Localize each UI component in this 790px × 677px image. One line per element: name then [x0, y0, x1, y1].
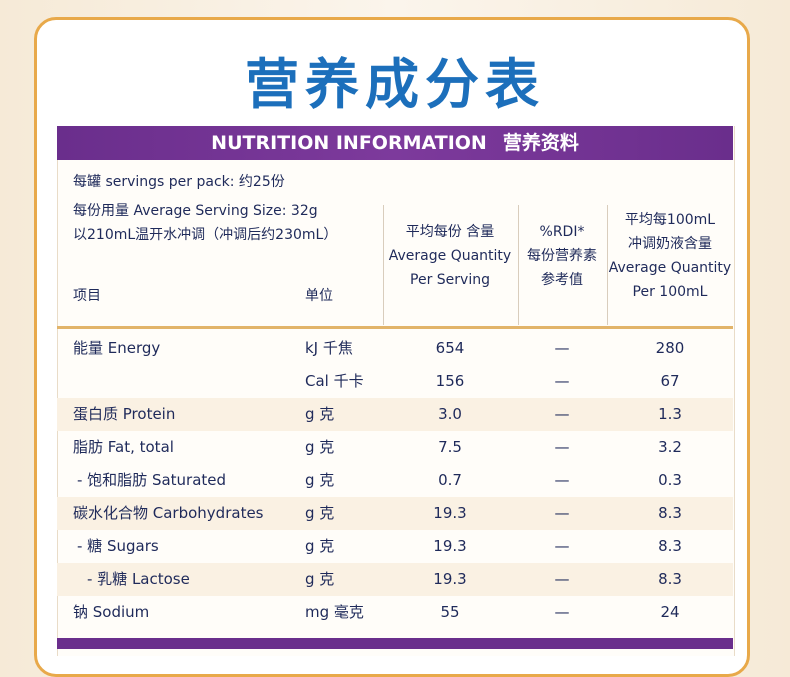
cell: - 乳糖 Lactose: [87, 570, 190, 588]
header-line: 单位: [305, 288, 333, 304]
cell: —: [554, 339, 570, 357]
cell: —: [554, 570, 570, 588]
header-line: Average Quantity: [608, 260, 732, 276]
column-header: 项目: [73, 284, 101, 308]
divider: [57, 326, 733, 329]
header-line: Per 100mL: [632, 284, 708, 300]
info-line: 每份用量 Average Serving Size: 32g: [73, 203, 318, 219]
cell: kJ 千焦: [305, 339, 353, 357]
cell: 钠 Sodium: [73, 603, 150, 621]
cell: —: [554, 537, 570, 555]
header-line: 平均每份 含量: [405, 224, 495, 240]
column-header: %RDI* 每份营养素参考值: [492, 220, 632, 292]
cell: Cal 千卡: [305, 372, 364, 390]
cell: 19.3: [433, 570, 467, 588]
column-line: [607, 205, 608, 325]
cell: - 糖 Sugars: [77, 537, 159, 555]
row-shade: [57, 497, 733, 530]
cell: 7.5: [438, 438, 462, 456]
header-line: 项目: [73, 288, 101, 304]
cell: 0.7: [438, 471, 462, 489]
cell: 8.3: [658, 570, 682, 588]
column-line: [383, 205, 384, 325]
column-line: [518, 205, 519, 325]
cell: —: [554, 405, 570, 423]
cell: —: [554, 471, 570, 489]
header-line: 参考值: [541, 272, 583, 288]
header-line: Average Quantity: [388, 248, 512, 264]
cell: 蛋白质 Protein: [73, 405, 176, 423]
cell: 8.3: [658, 504, 682, 522]
cell: —: [554, 372, 570, 390]
column-header: 单位: [305, 284, 333, 308]
cell: 3.2: [658, 438, 682, 456]
bottom-bar: [57, 638, 733, 649]
header-line: %RDI*: [539, 224, 585, 240]
info-line: 每罐 servings per pack: 约25份: [73, 174, 285, 190]
header-line: 冲调奶液含量: [628, 236, 712, 252]
cell: 280: [655, 339, 685, 357]
cell: 156: [435, 372, 465, 390]
cell: 55: [440, 603, 460, 621]
cell: 19.3: [433, 537, 467, 555]
header-line: 平均每100mL: [624, 212, 716, 228]
cell: —: [554, 438, 570, 456]
banner: NUTRITION INFORMATION 营养资料: [57, 126, 733, 160]
cell: 3.0: [438, 405, 462, 423]
banner-en: NUTRITION INFORMATION: [211, 132, 487, 154]
cell: 能量 Energy: [73, 339, 161, 357]
cell: 19.3: [433, 504, 467, 522]
banner-zh: 营养资料: [502, 132, 579, 154]
cell: 0.3: [658, 471, 682, 489]
cell: 654: [435, 339, 465, 357]
row-shade: [57, 398, 733, 431]
cell: 碳水化合物 Carbohydrates: [73, 504, 264, 522]
cell: g 克: [305, 438, 335, 456]
cell: g 克: [305, 504, 335, 522]
cell: g 克: [305, 537, 335, 555]
column-header: 平均每份 含量 Average Quantity Per Serving: [380, 220, 520, 292]
cell: 1.3: [658, 405, 682, 423]
cell: g 克: [305, 570, 335, 588]
cell: 脂肪 Fat, total: [73, 438, 174, 456]
cell: g 克: [305, 471, 335, 489]
cell: mg 毫克: [305, 603, 364, 621]
header-line: 每份营养素: [527, 248, 597, 264]
cell: —: [554, 603, 570, 621]
title: 营养成分表: [245, 53, 545, 116]
cell: - 饱和脂肪 Saturated: [77, 471, 227, 489]
cell: 67: [660, 372, 680, 390]
cell: g 克: [305, 405, 335, 423]
cell: —: [554, 504, 570, 522]
row-shade: [57, 563, 733, 596]
column-header: 平均每100mL 冲调奶液含量 Average Quantity Per 100mL: [600, 208, 740, 304]
cell: 8.3: [658, 537, 682, 555]
header-line: Per Serving: [410, 272, 490, 288]
cell: 24: [660, 603, 680, 621]
info-line: 以210mL温开水冲调（冲调后约230mL）: [73, 227, 338, 243]
